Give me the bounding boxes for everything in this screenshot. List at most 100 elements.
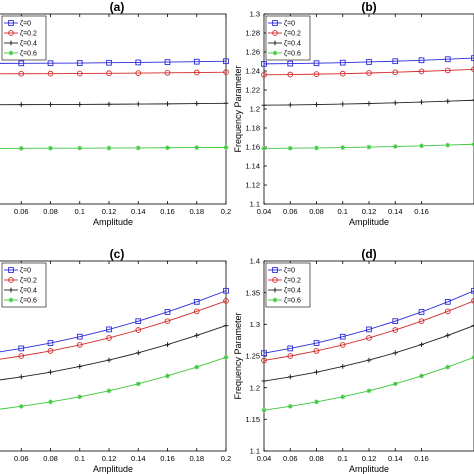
data-point	[48, 369, 53, 375]
y-tick-label: 1.3	[250, 10, 260, 19]
legend-marker	[8, 267, 14, 273]
series-3	[0, 323, 229, 381]
data-point	[261, 71, 267, 78]
legend: ζ=0 ζ=0.2 ζ=0.4 ζ=0.6	[1, 262, 47, 308]
x-tick-label: 0.06	[14, 207, 29, 216]
data-point	[471, 287, 474, 294]
legend: ζ=0 ζ=0.2 ζ=0.4 ζ=0.6	[265, 15, 311, 61]
x-tick-label: 0.1	[338, 454, 348, 463]
x-tick-label: 0.08	[43, 207, 58, 216]
legend-marker	[8, 297, 14, 303]
data-point	[223, 58, 229, 65]
data-point	[418, 68, 425, 75]
data-point	[135, 101, 141, 107]
series-line	[263, 57, 474, 65]
data-point	[193, 299, 200, 305]
data-point	[445, 364, 451, 370]
data-point	[366, 335, 372, 341]
data-point	[419, 373, 424, 379]
data-point	[471, 323, 474, 328]
data-point	[392, 350, 398, 356]
series-1	[261, 55, 474, 67]
y-axis-label: Frequency Parameter	[233, 312, 243, 399]
y-tick-label: 1.22	[245, 86, 260, 95]
data-point	[223, 144, 229, 150]
x-tick-label: 0.14	[388, 454, 403, 463]
data-point	[366, 70, 372, 76]
data-point	[193, 69, 200, 76]
legend-marker	[272, 287, 278, 293]
data-point	[106, 335, 112, 341]
legend-entry: ζ=0.6	[284, 298, 301, 305]
data-point	[48, 102, 53, 107]
series-4	[261, 141, 474, 151]
y-tick-label: 1.26	[245, 48, 260, 57]
data-point	[366, 357, 372, 363]
data-point	[77, 364, 83, 369]
data-point	[194, 364, 200, 370]
series-line	[263, 68, 474, 76]
data-point	[135, 318, 142, 325]
data-point	[287, 71, 294, 78]
data-point	[366, 59, 372, 65]
legend-marker	[272, 277, 278, 283]
series-4	[0, 144, 229, 151]
data-point	[445, 142, 451, 148]
legend-marker	[8, 30, 14, 36]
legend-entry: ζ=0.4	[20, 41, 37, 48]
data-point	[339, 70, 346, 77]
series-4	[0, 354, 229, 410]
data-point	[164, 309, 171, 315]
legend-entry: ζ=0.2	[20, 31, 37, 38]
series-line	[0, 60, 227, 64]
x-tick-label: 0.18	[189, 207, 204, 216]
legend-marker	[272, 40, 278, 46]
legend-marker	[272, 30, 278, 36]
data-point	[392, 100, 398, 106]
panel-label: (b)	[361, 0, 376, 14]
x-tick-label: 0.12	[102, 207, 117, 216]
data-point	[444, 308, 451, 315]
series-line	[0, 300, 227, 360]
legend-entry: ζ=0.6	[20, 51, 37, 58]
data-point	[194, 145, 200, 150]
data-point	[314, 145, 319, 151]
series-line	[0, 325, 227, 381]
data-point	[392, 144, 398, 149]
x-tick-label: 0.08	[309, 207, 324, 216]
data-point	[18, 60, 25, 67]
data-point	[76, 342, 83, 348]
data-point	[444, 299, 451, 305]
data-point	[18, 353, 25, 359]
data-point	[392, 381, 398, 387]
data-point	[287, 145, 293, 151]
y-tick-label: 1.28	[245, 29, 260, 38]
series-2	[261, 66, 474, 78]
data-point	[164, 69, 171, 76]
x-axis-label: Amplitude	[93, 217, 133, 227]
data-point	[313, 348, 320, 354]
data-point	[164, 59, 171, 65]
x-tick-label: 0.14	[131, 207, 146, 216]
data-point	[135, 59, 142, 66]
data-point	[135, 381, 141, 387]
data-point	[392, 58, 399, 65]
series-1	[0, 287, 229, 353]
panel-3: (c) 0.06 0.08 0.1 0.12 0.14 0.16 0.18 0.2 Amplitu…	[0, 247, 231, 474]
legend-entry: ζ=0.4	[284, 288, 301, 295]
data-point	[339, 59, 346, 66]
x-tick-label: 0.1	[75, 454, 85, 463]
data-point	[18, 145, 24, 151]
legend-marker	[8, 50, 14, 56]
data-point	[392, 69, 399, 76]
y-tick-label: 1.2	[250, 105, 260, 114]
x-tick-label: 0.06	[283, 454, 298, 463]
x-tick-label: 0.12	[362, 454, 377, 463]
panel-label: (a)	[110, 0, 125, 14]
data-point	[313, 71, 320, 77]
data-point	[193, 58, 200, 65]
data-point	[340, 364, 346, 369]
data-point	[165, 145, 170, 151]
x-tick-label: 0.06	[14, 454, 29, 463]
data-point	[287, 353, 294, 359]
